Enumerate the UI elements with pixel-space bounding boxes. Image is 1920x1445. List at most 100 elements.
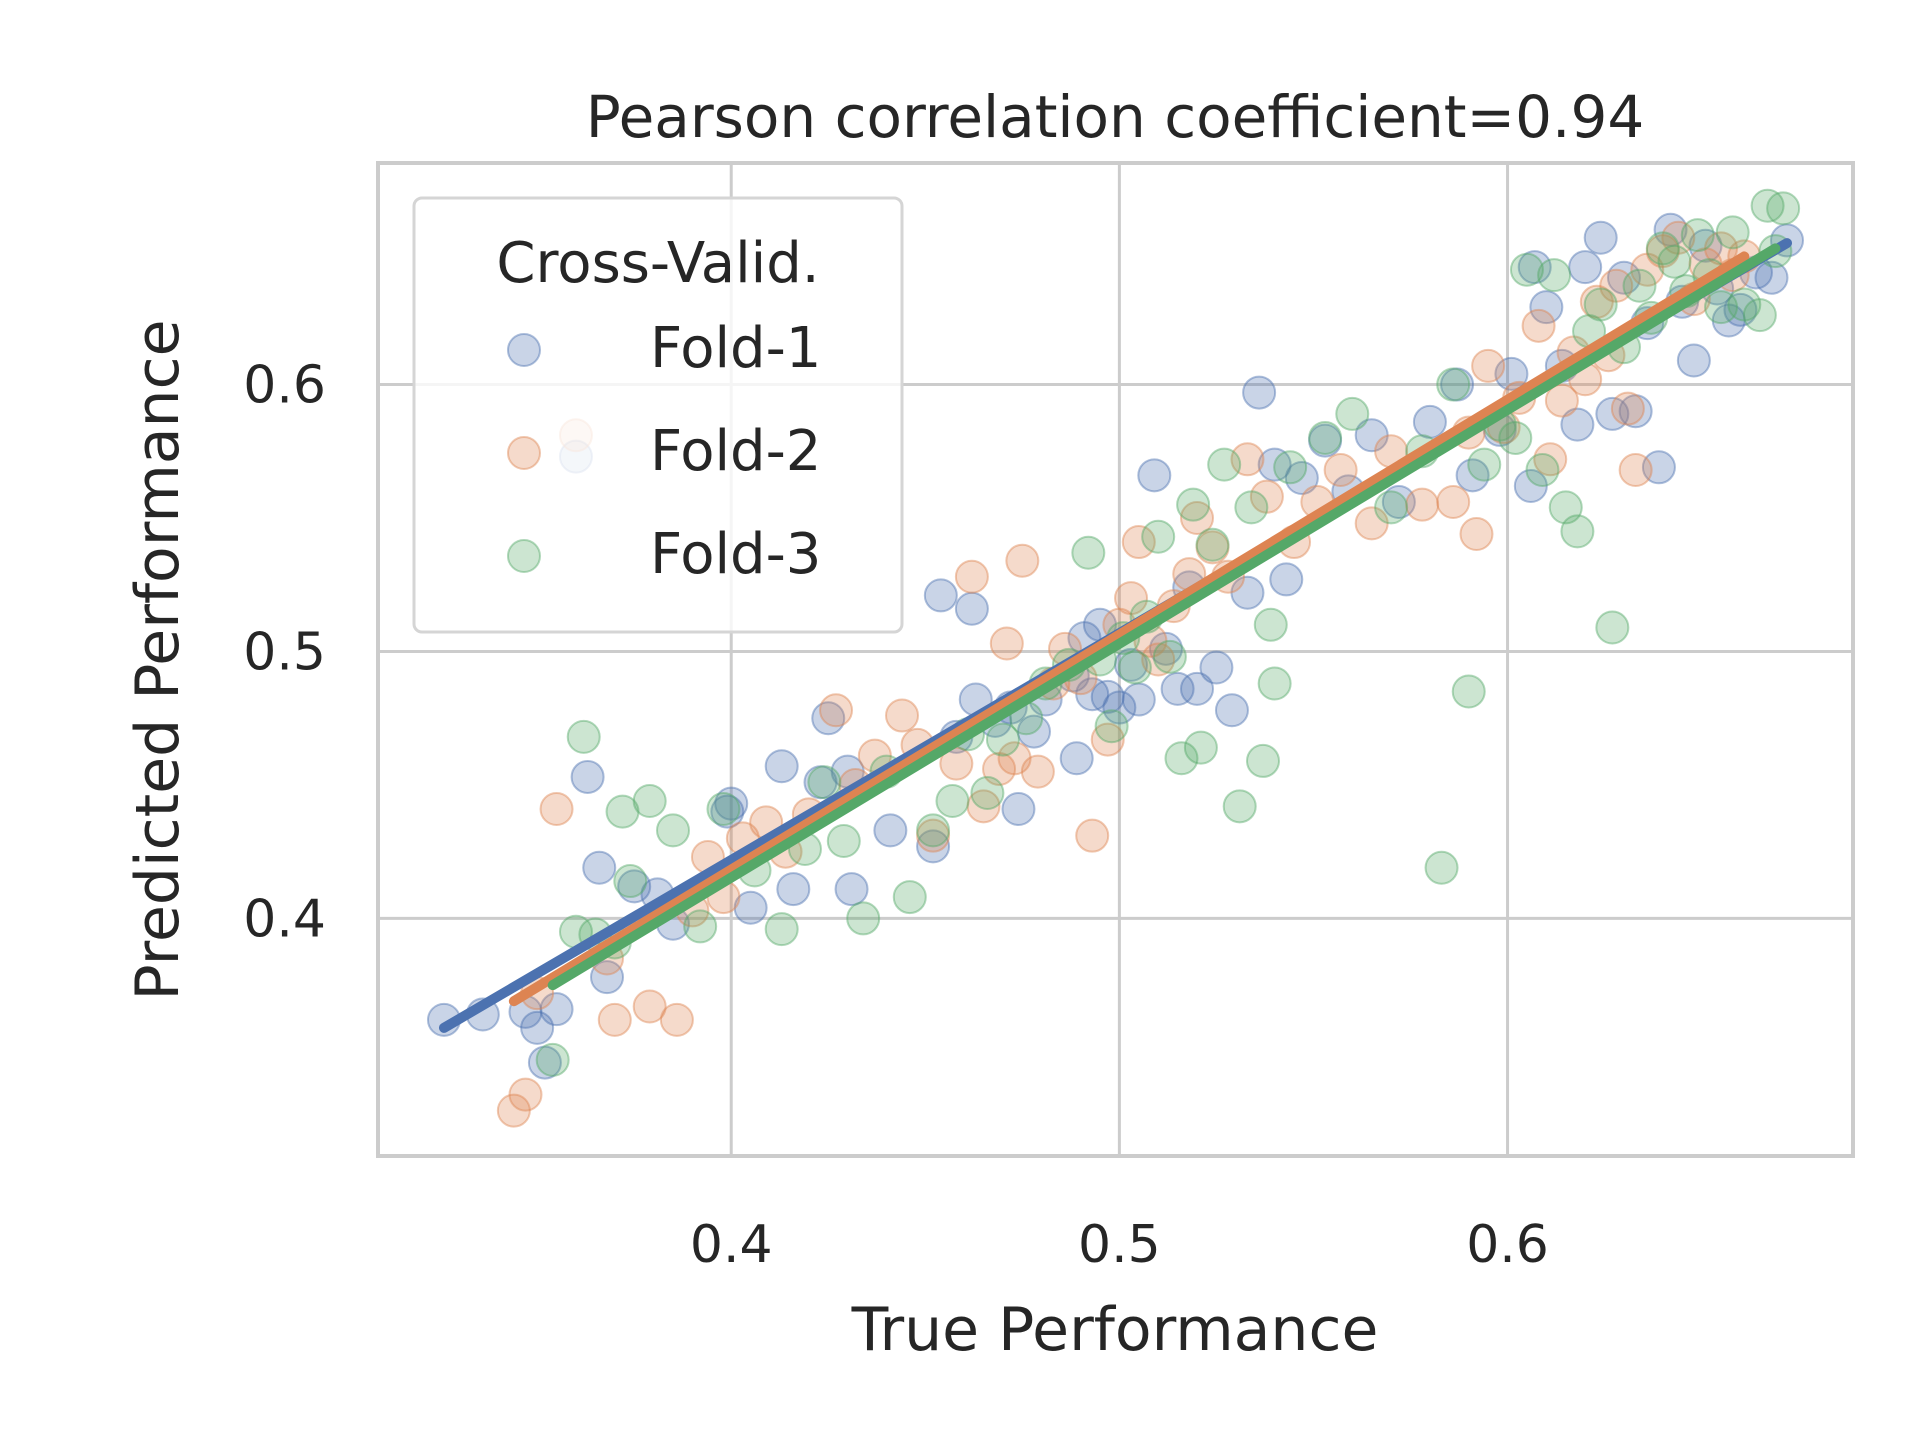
point-fold-3 [1704, 290, 1739, 325]
point-fold-2 [508, 1077, 543, 1112]
point-fold-1 [1257, 447, 1292, 482]
point-fold-2 [1533, 442, 1568, 477]
point-fold-1 [1513, 468, 1548, 503]
point-fold-2 [1630, 252, 1665, 287]
point-fold-3 [1152, 639, 1187, 674]
point-fold-3 [1467, 447, 1502, 482]
point-fold-2 [1618, 452, 1653, 487]
point-fold-3 [1622, 268, 1657, 303]
point-fold-2 [1610, 391, 1645, 426]
point-fold-2 [885, 698, 920, 733]
point-fold-1 [776, 872, 811, 907]
point-fold-3 [1498, 420, 1533, 455]
point-fold-3 [1071, 535, 1106, 570]
point-fold-3 [1750, 188, 1785, 223]
fit-line-fold-2 [508, 251, 1750, 1007]
point-fold-2 [819, 693, 854, 728]
point-fold-1 [1214, 693, 1249, 728]
point-fold-2 [1180, 501, 1215, 536]
point-fold-3 [1451, 674, 1486, 709]
point-fold-3 [1246, 743, 1280, 778]
point-fold-3 [970, 775, 1005, 810]
regression-lines [438, 238, 1793, 1033]
point-fold-1 [1148, 631, 1183, 666]
point-fold-3 [1207, 447, 1242, 482]
point-fold-3 [1645, 231, 1680, 266]
point-fold-2 [1645, 234, 1680, 269]
point-fold-1 [570, 759, 605, 794]
point-fold-3 [605, 794, 640, 829]
point-fold-1 [954, 591, 989, 626]
legend-label-fold-1: Fold-1 [650, 316, 821, 381]
point-fold-3 [1183, 730, 1218, 765]
point-fold-3 [1657, 244, 1692, 279]
chart-title: Pearson correlation coefficient=0.94 [586, 83, 1645, 151]
point-fold-3 [706, 791, 741, 826]
point-fold-2 [1436, 485, 1471, 520]
point-fold-1 [1102, 690, 1137, 725]
point-fold-1 [1160, 671, 1195, 706]
point-fold-3 [1176, 487, 1211, 522]
point-fold-2 [1579, 284, 1614, 319]
point-fold-3 [1374, 490, 1409, 525]
point-fold-3 [826, 824, 861, 859]
point-fold-2 [1249, 479, 1284, 514]
point-fold-3 [613, 864, 648, 899]
point-fold-2 [1195, 530, 1230, 565]
point-fold-1 [520, 1010, 555, 1045]
point-fold-1 [834, 872, 869, 907]
legend-marker-fold-3 [507, 539, 541, 573]
point-fold-2 [1354, 506, 1389, 541]
x-tick-label: 0.4 [690, 1215, 773, 1275]
point-fold-3 [535, 1042, 570, 1077]
legend-entries: Fold-1 Fold-2 Fold-3 [507, 316, 821, 587]
point-fold-3 [1537, 258, 1572, 293]
point-fold-2 [982, 751, 1017, 786]
point-fold-1 [710, 794, 745, 829]
point-fold-3 [1222, 789, 1257, 824]
x-tick-label: 0.5 [1078, 1215, 1161, 1275]
x-tick-labels: 0.4 0.5 0.6 [690, 1215, 1549, 1275]
point-fold-3 [1583, 287, 1618, 322]
x-tick-label: 0.6 [1466, 1215, 1549, 1275]
y-tick-label: 0.4 [243, 889, 326, 949]
point-fold-1 [1199, 650, 1234, 685]
point-fold-1 [811, 701, 846, 736]
point-fold-3 [1273, 450, 1308, 485]
point-fold-3 [1234, 490, 1269, 525]
point-fold-3 [1766, 191, 1801, 226]
point-fold-1 [582, 850, 617, 885]
point-fold-3 [656, 813, 690, 848]
point-fold-2 [966, 789, 1001, 824]
point-fold-3 [1525, 452, 1560, 487]
point-fold-2 [1020, 754, 1055, 789]
point-fold-1 [1121, 682, 1156, 717]
point-fold-2 [1405, 487, 1440, 522]
point-fold-2 [632, 989, 667, 1024]
point-fold-3 [1680, 218, 1715, 253]
point-fold-2 [989, 626, 1024, 661]
point-fold-2 [1141, 642, 1176, 677]
point-fold-3 [892, 880, 927, 915]
point-fold-1 [1230, 575, 1265, 610]
point-fold-1 [1529, 290, 1564, 325]
point-fold-2 [1114, 581, 1149, 616]
point-fold-1 [1284, 460, 1319, 495]
point-fold-1 [1723, 292, 1758, 327]
point-fold-1 [764, 749, 799, 784]
point-fold-1 [1381, 485, 1416, 520]
point-fold-1 [1583, 220, 1618, 255]
point-fold-2 [1661, 220, 1696, 255]
point-fold-3 [935, 783, 970, 818]
point-fold-1 [1618, 394, 1653, 429]
point-fold-3 [566, 719, 601, 754]
point-fold-3 [1595, 610, 1630, 645]
point-fold-1 [617, 869, 652, 904]
point-fold-1 [1641, 450, 1676, 485]
legend: Cross-Valid. Fold-1 Fold-2 Fold-3 [412, 196, 904, 634]
point-fold-1 [1412, 404, 1447, 439]
point-fold-1 [590, 960, 625, 995]
point-fold-2 [1471, 348, 1506, 383]
